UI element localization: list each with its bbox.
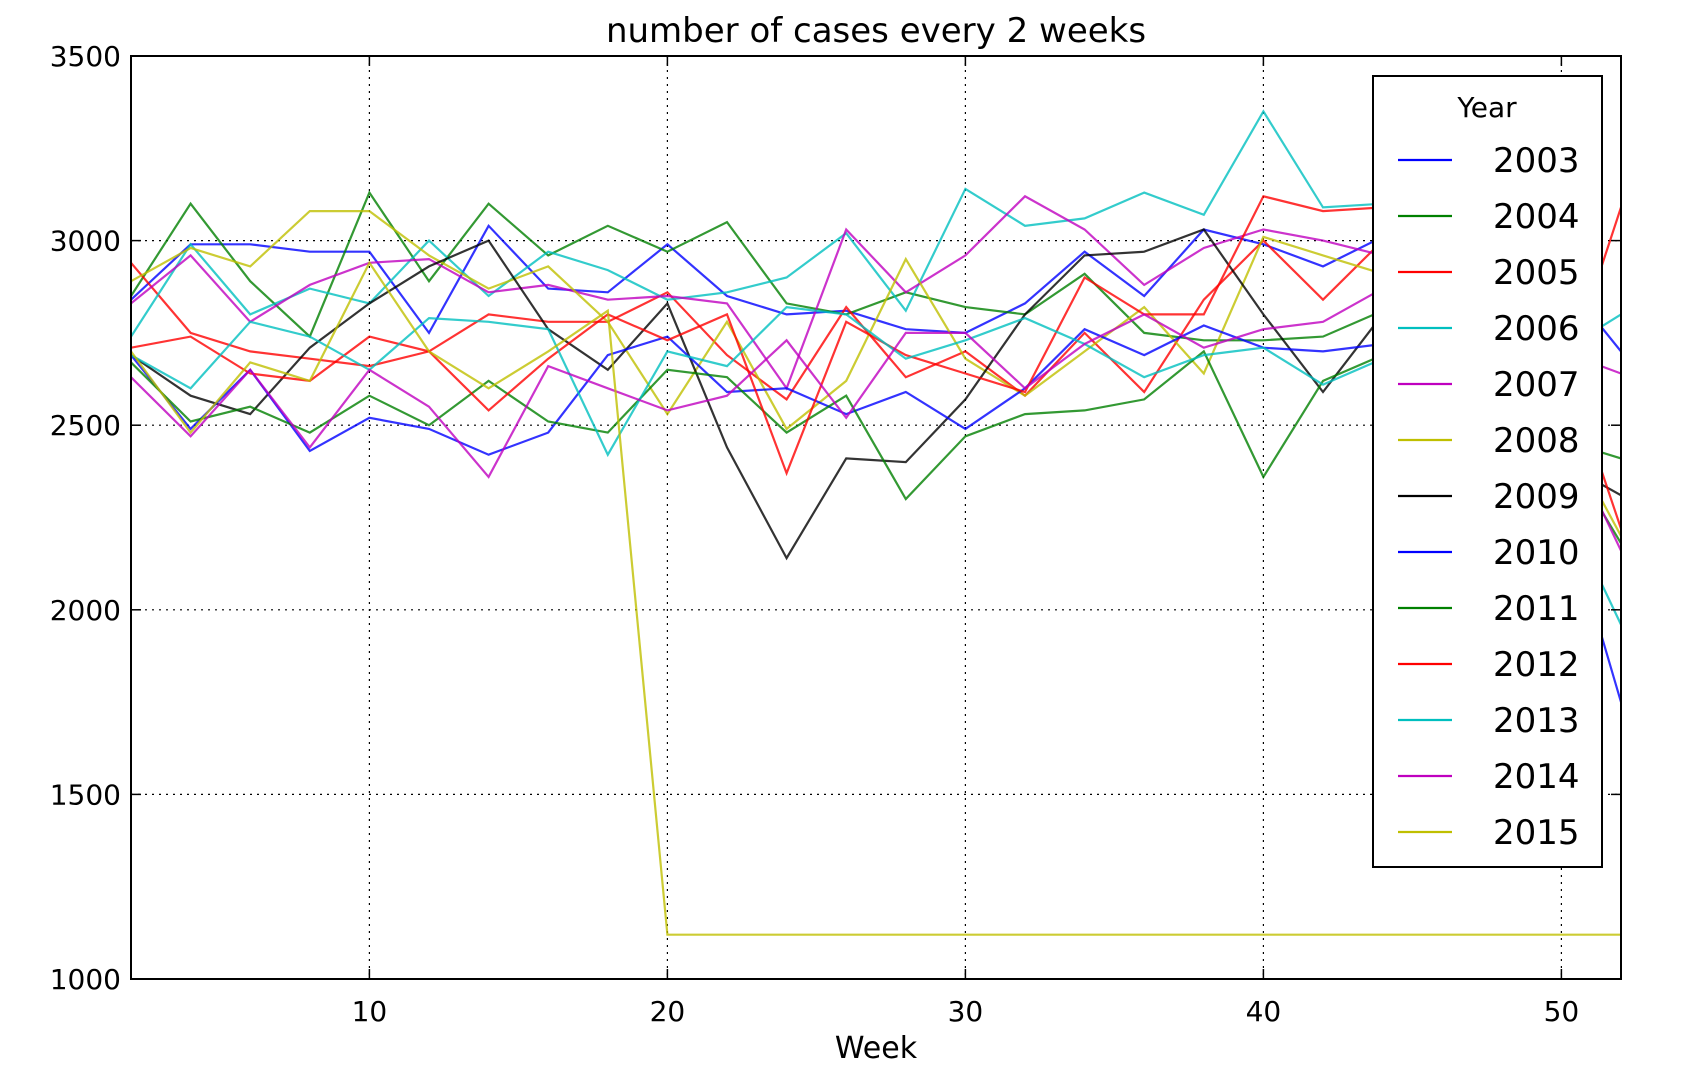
- legend-label-2005: 2005: [1493, 253, 1580, 293]
- y-tick-label: 3500: [50, 40, 121, 73]
- x-tick-label: 40: [1246, 995, 1282, 1028]
- chart-title: number of cases every 2 weeks: [606, 11, 1146, 51]
- legend-label-2003: 2003: [1493, 141, 1580, 181]
- legend-label-2004: 2004: [1493, 197, 1580, 237]
- y-tick-label: 1000: [50, 963, 121, 996]
- y-tick-label: 3000: [50, 225, 121, 258]
- legend-label-2012: 2012: [1493, 645, 1580, 685]
- plot-frame: [130, 55, 1622, 980]
- legend-label-2014: 2014: [1493, 757, 1580, 797]
- legend-label-2010: 2010: [1493, 533, 1580, 573]
- x-tick-label: 30: [948, 995, 984, 1028]
- legend-title: Year: [1456, 91, 1517, 124]
- series-line-2015: [131, 260, 1621, 936]
- legend-label-2015: 2015: [1493, 813, 1580, 853]
- legend-box: [1372, 75, 1603, 868]
- x-tick-label: 50: [1544, 995, 1580, 1028]
- legend-label-2006: 2006: [1493, 309, 1580, 349]
- y-tick-label: 2500: [50, 409, 121, 442]
- legend-label-2008: 2008: [1493, 421, 1580, 461]
- legend: Year 2003 2004 2005 2006 2007 2008 2009 2010 201…: [1372, 75, 1603, 868]
- x-axis-label: Week: [835, 1031, 918, 1066]
- x-tick-label: 20: [650, 995, 686, 1028]
- legend-label-2011: 2011: [1493, 589, 1580, 629]
- axis-ticks: 10 20 30 40 50 1000 1500 2000 2500 3000 3500: [50, 40, 1621, 1028]
- legend-label-2013: 2013: [1493, 701, 1580, 741]
- x-tick-label: 10: [352, 995, 388, 1028]
- y-tick-label: 2000: [50, 594, 121, 627]
- legend-label-2007: 2007: [1493, 365, 1580, 405]
- legend-label-2009: 2009: [1493, 477, 1580, 517]
- y-tick-label: 1500: [50, 778, 121, 811]
